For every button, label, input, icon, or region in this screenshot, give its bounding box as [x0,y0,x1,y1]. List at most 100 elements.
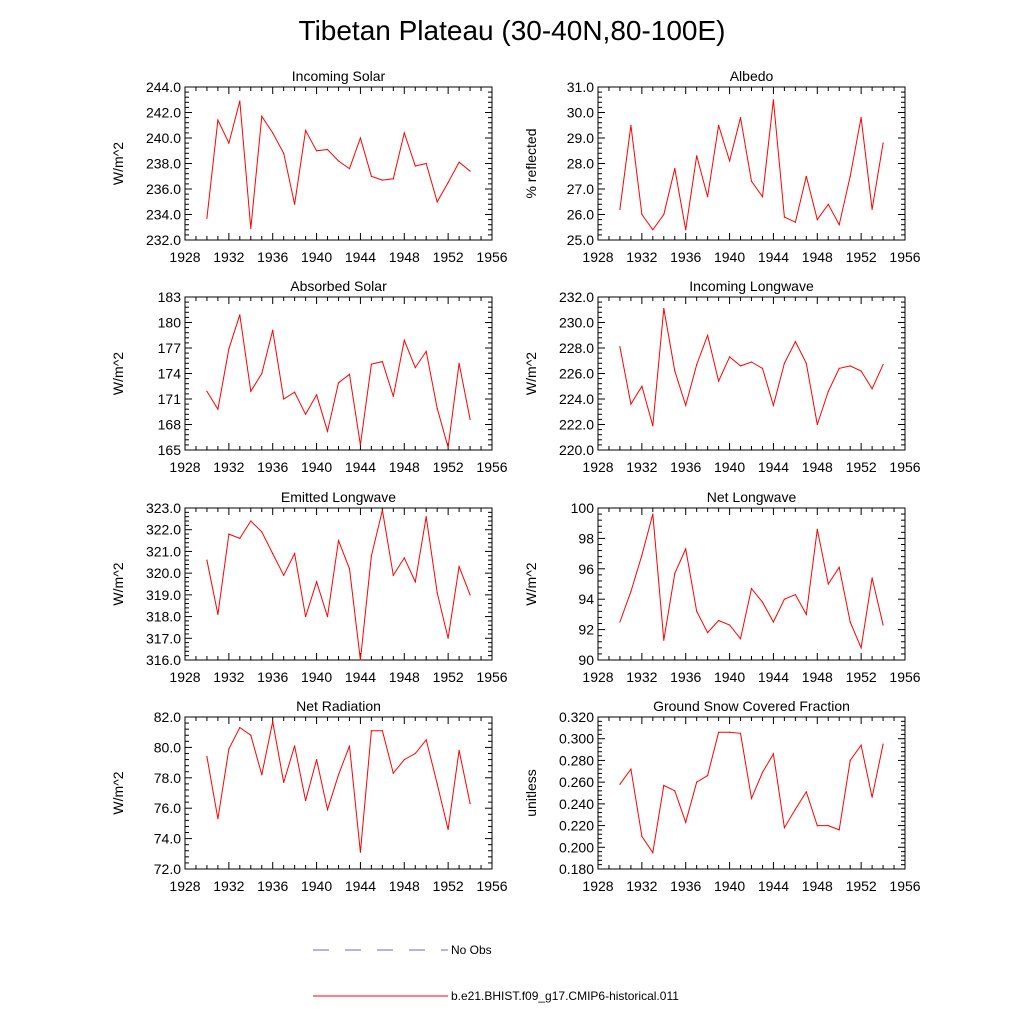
data-point [652,852,654,854]
x-tick-label: 1956 [476,669,507,685]
y-tick-label: 0.180 [559,861,594,877]
data-point [750,180,753,182]
data-point [674,572,676,575]
data-point [447,182,449,184]
y-tick-label: 180 [158,315,182,331]
plot-frame [184,507,493,661]
y-tick-label: 220.0 [559,442,594,458]
data-point [805,362,807,364]
data-point [228,533,230,535]
data-point [838,224,840,226]
data-point [652,425,654,427]
data-point [414,581,416,583]
y-tick-label: 0.260 [559,774,594,790]
data-point [827,583,829,585]
x-tick-label: 1928 [169,878,200,894]
series-line [206,100,471,229]
x-tick-label: 1932 [213,459,244,475]
data-point [250,390,252,392]
data-point [882,624,884,626]
data-point [860,370,862,372]
data-point [272,329,274,331]
plot-frame [184,86,493,241]
y-tick-label: 76.0 [154,800,181,816]
x-tick-label: 1928 [582,459,613,475]
panel-title: Emitted Longwave [281,489,396,505]
data-point [641,213,643,216]
y-tick-label: 226.0 [559,366,594,382]
y-tick-label: 72.0 [154,861,181,877]
data-point [707,196,709,198]
data-point [871,577,873,579]
data-point [403,557,405,559]
data-point [305,129,307,131]
data-point [392,395,394,397]
x-tick-label: 1940 [714,878,745,894]
data-point [750,588,753,590]
data-point [283,152,285,154]
data-point [359,851,361,853]
data-point [685,821,687,823]
y-tick-label: 90 [578,652,594,668]
x-tick-label: 1936 [670,669,701,685]
data-point [381,509,383,511]
data-point [326,809,329,811]
data-point [849,365,851,367]
data-point [370,555,372,557]
data-point [272,553,274,555]
y-tick-label: 234.0 [146,207,181,223]
x-tick-label: 1932 [626,669,657,685]
y-tick-label: 222.0 [559,417,594,433]
data-point [630,768,632,770]
data-point [348,373,351,375]
y-tick-label: 27.0 [567,181,594,197]
data-point [750,797,753,800]
data-point [381,179,383,181]
y-tick-label: 96 [578,561,594,577]
series-line [619,731,884,855]
data-point [403,132,405,134]
y-axis-label: W/m^2 [110,562,126,605]
y-tick-label: 232.0 [559,289,594,305]
data-point [860,647,862,649]
data-point [414,165,416,167]
panel-title: Absorbed Solar [290,278,387,294]
data-point [228,142,230,144]
x-tick-label: 1932 [626,249,657,265]
y-tick-label: 244.0 [146,79,181,95]
panel-title: Albedo [730,68,774,84]
data-point [718,380,720,382]
panel-incoming-longwave: Incoming Longwave W/m^2 220.0 222.0 224.0 226… [523,278,921,475]
y-tick-label: 319.0 [146,587,181,603]
data-point [761,367,764,369]
data-point [794,808,797,810]
legend-model-label: b.e21.BHIST.f09_g17.CMIP6-historical.011 [451,989,679,1003]
data-point [783,827,786,829]
data-point [458,362,460,364]
data-point [250,734,252,736]
x-tick-label: 1944 [345,878,376,894]
x-tick-label: 1928 [169,459,200,475]
data-point [283,398,285,400]
data-point [425,162,427,165]
panel-incoming-solar: Incoming Solar W/m^2 232.0 234.0 236.0 238.0 2… [110,68,508,265]
y-tick-label: 224.0 [559,391,594,407]
y-tick-label: 230.0 [559,315,594,331]
data-point [316,150,318,152]
data-point [228,348,230,350]
data-point [652,513,654,515]
data-point [370,730,372,732]
data-point [805,791,807,793]
data-point [469,594,471,596]
data-point [447,637,449,639]
x-tick-label: 1952 [846,878,877,894]
y-tick-label: 236.0 [146,181,181,197]
data-point [663,784,665,787]
data-point [794,594,797,596]
x-tick-label: 1940 [301,459,332,475]
x-tick-label: 1952 [433,249,464,265]
y-tick-label: 168 [158,417,182,433]
x-tick-label: 1940 [301,878,332,894]
y-tick-label: 242.0 [146,105,181,121]
